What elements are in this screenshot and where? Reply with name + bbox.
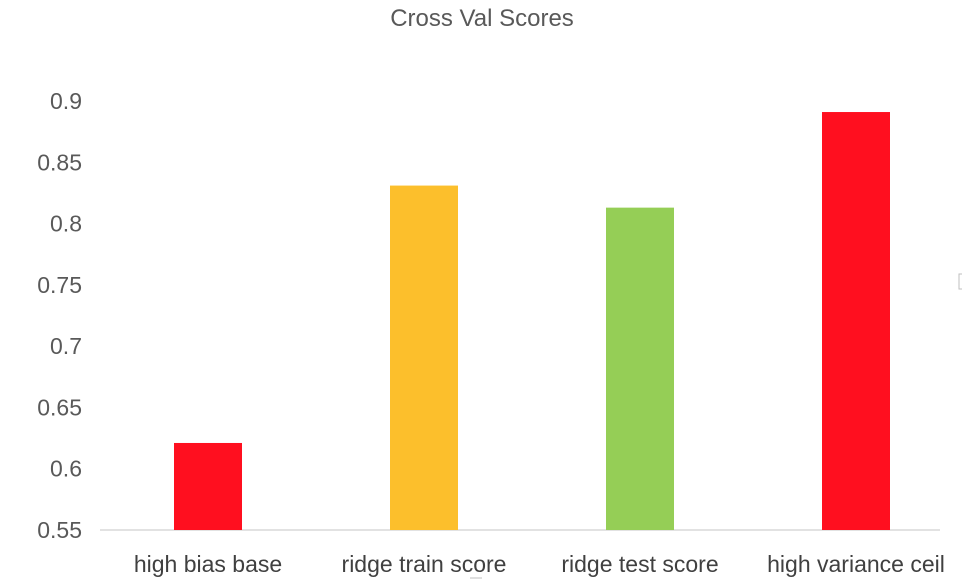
y-tick-label: 0.55	[37, 517, 82, 543]
y-axis-ticks: 0.55 0.6 0.65 0.7 0.75 0.8 0.85 0.9	[37, 88, 82, 543]
bar-ridge-test-score	[606, 207, 674, 530]
y-tick-label: 0.85	[37, 149, 82, 175]
bar-ridge-train-score	[390, 185, 458, 530]
bar-high-variance-ceil	[822, 112, 890, 530]
x-category-label: ridge train score	[342, 551, 507, 577]
chart-title: Cross Val Scores	[390, 5, 574, 32]
y-tick-label: 0.6	[50, 456, 82, 482]
y-tick-label: 0.7	[50, 333, 82, 359]
plot-area-edge-mark	[958, 273, 962, 290]
y-tick-label: 0.75	[37, 272, 82, 298]
x-category-label: high bias base	[134, 551, 282, 577]
y-tick-label: 0.65	[37, 394, 82, 420]
bar-high-bias-base	[174, 442, 242, 530]
y-tick-label: 0.9	[50, 88, 82, 114]
bars	[174, 112, 890, 530]
x-axis-labels: high bias base ridge train score ridge tes…	[134, 551, 945, 577]
y-tick-label: 0.8	[50, 211, 82, 237]
x-category-label: high variance ceil	[767, 551, 945, 577]
x-category-label: ridge test score	[561, 551, 718, 577]
